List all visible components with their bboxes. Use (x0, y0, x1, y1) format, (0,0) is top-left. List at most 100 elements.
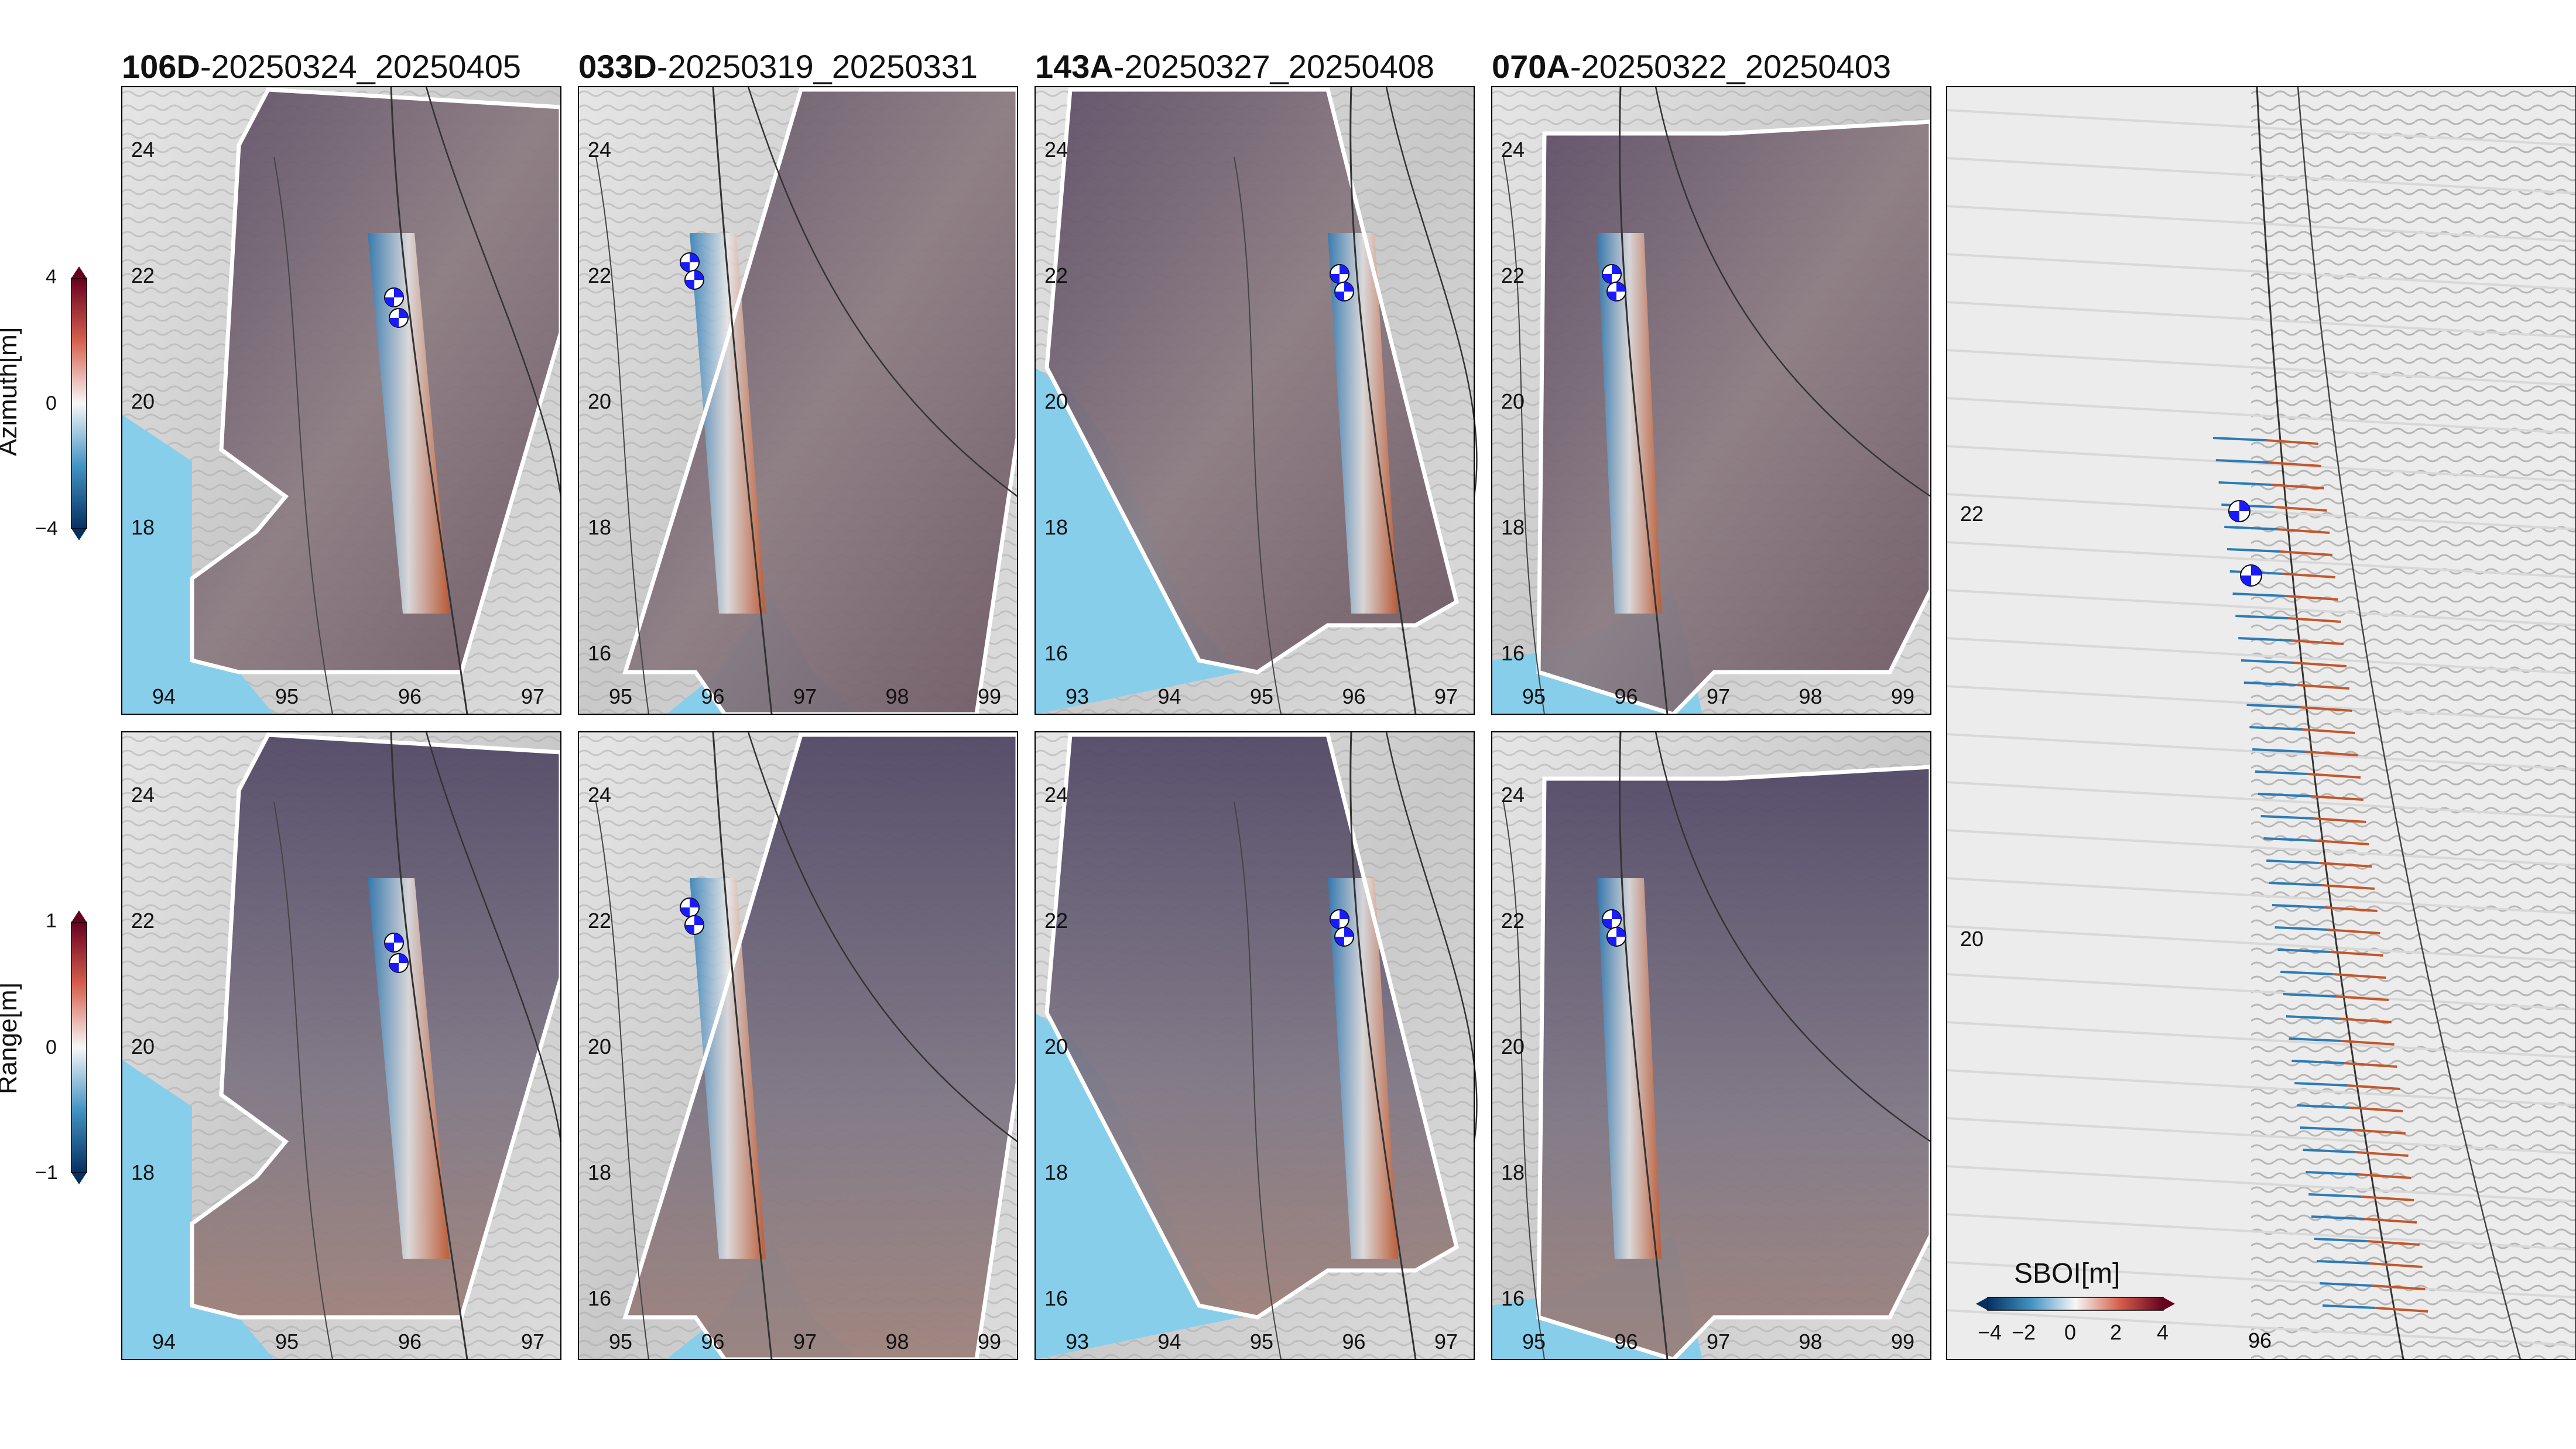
longitude-tick: 98 (1799, 684, 1823, 708)
sboi-offset-positive (2302, 728, 2355, 734)
latitude-tick: 24 (588, 138, 612, 162)
sboi-offset-positive (2338, 1018, 2392, 1023)
longitude-tick: 97 (1707, 1330, 1731, 1354)
latitude-tick: 20 (588, 389, 612, 413)
longitude-tick: 98 (885, 684, 909, 708)
sboi-offset-negative (2297, 1104, 2351, 1109)
sboi-offset-negative (2246, 704, 2300, 708)
sboi-offset-negative (2258, 793, 2311, 797)
panel-frame (1034, 731, 1475, 1360)
fault-line (1654, 731, 1931, 1143)
sboi-offset-positive (2277, 528, 2330, 534)
swath-burst-line (1946, 1117, 2576, 1155)
deformation-signal (690, 878, 766, 1259)
sboi-offset-positive (2361, 1195, 2414, 1201)
longitude-tick: 97 (793, 684, 817, 708)
longitude-tick: 95 (275, 1330, 299, 1354)
latitude-tick: 20 (588, 1034, 612, 1059)
map-panel-range-4 (1491, 731, 1933, 1362)
longitude-tick: 99 (1891, 684, 1915, 708)
focal-mechanism-fill (2229, 501, 2250, 522)
sboi-tick: 0 (2064, 1320, 2077, 1344)
fault-line (390, 731, 468, 1360)
latitude-tick: 22 (1044, 263, 1068, 287)
focal-mechanism-fill (1602, 265, 1621, 283)
insar-swath (1539, 767, 1931, 1359)
sboi-offset-negative (2314, 1238, 2367, 1242)
swath-burst-line (1946, 1309, 2576, 1347)
sboi-tick: 2 (2110, 1320, 2122, 1344)
sboi-offset-positive (2268, 461, 2321, 467)
longitude-tick: 98 (1799, 1330, 1823, 1354)
azimuth-tick-max: 4 (46, 266, 57, 288)
sboi-offset-positive (2372, 1284, 2426, 1290)
map-panel-azimuth-4 (1491, 86, 1933, 717)
longitude-tick: 96 (701, 1330, 725, 1354)
range-colorbar-top-arrow (71, 910, 87, 922)
swath-outline (1536, 765, 1933, 1362)
sboi-offset-negative (2308, 1193, 2362, 1198)
longitude-tick: 97 (521, 1330, 545, 1354)
longitude-tick: 99 (1891, 1330, 1915, 1354)
swath-outline (1536, 119, 1933, 717)
sboi-colorbar-right-arrow (2163, 1297, 2175, 1310)
sboi-offset-negative (2320, 1282, 2373, 1287)
panel-title-106d: 106D-20250324_20250405 (122, 48, 521, 85)
focal-mechanism-fill (1607, 282, 1626, 301)
fault-line (1385, 731, 1478, 1142)
sboi-offset-positive (2313, 817, 2366, 823)
azimuth-tick-zero: 0 (46, 392, 57, 415)
latitude-tick: 16 (1044, 641, 1068, 665)
fault-line (1654, 86, 1931, 498)
sboi-offset-negative (2294, 1082, 2348, 1087)
fault-line (1234, 801, 1282, 1360)
panel-frame (121, 86, 561, 715)
longitude-tick: 96 (1614, 1330, 1638, 1354)
fault-line (595, 156, 649, 715)
latitude-tick: 18 (131, 1160, 155, 1184)
latitude-tick: 20 (1501, 389, 1525, 413)
deformation-signal (1328, 878, 1398, 1259)
sea-area (122, 1060, 274, 1359)
panel-frame (1946, 86, 2576, 1360)
focal-mechanism-fill (1607, 927, 1626, 946)
sboi-offset-negative (2283, 993, 2337, 998)
longitude-tick: 95 (1522, 684, 1546, 708)
latitude-tick: 24 (1044, 138, 1068, 162)
panel-title-033d: 033D-20250319_20250331 (578, 48, 978, 85)
latitude-tick: 22 (131, 909, 155, 933)
sboi-offset-positive (2358, 1173, 2411, 1179)
sboi-offset-positive (2274, 506, 2327, 512)
sboi-offset-positive (2344, 1062, 2397, 1068)
latitude-tick: 18 (1501, 1160, 1525, 1184)
longitude-tick: 95 (1522, 1330, 1546, 1354)
sboi-offset-positive (2296, 684, 2349, 690)
latitude-tick: 20 (1044, 1034, 1068, 1059)
sboi-offset-negative (2252, 748, 2306, 753)
deformation-signal (368, 878, 450, 1259)
sboi-offset-positive (2324, 906, 2378, 912)
sboi-offset-negative (2235, 615, 2289, 619)
longitude-tick: 94 (1157, 1330, 1181, 1354)
sboi-offset-negative (2226, 548, 2280, 553)
swath-burst-line (1946, 493, 2576, 530)
sboi-offset-negative (2274, 926, 2328, 931)
fault-line (1349, 731, 1417, 1360)
swath-outline (1044, 732, 1460, 1320)
longitude-tick: 94 (152, 1330, 176, 1354)
swath-burst-line (1946, 1021, 2576, 1059)
sboi-offset-negative (2280, 971, 2334, 975)
swath-burst-line (1946, 1165, 2576, 1203)
sboi-offset-positive (2330, 951, 2383, 957)
fault-line (1618, 86, 1669, 715)
sboi-offset-positive (2321, 884, 2375, 890)
swath-burst-line (1946, 589, 2576, 626)
sboi-offset-negative (2255, 770, 2308, 775)
swath-burst-line (1946, 541, 2576, 578)
fault-line (273, 801, 333, 1360)
fault-line (1503, 801, 1545, 1360)
latitude-tick: 18 (588, 1160, 612, 1184)
latitude-tick: 18 (131, 515, 155, 539)
sboi-offset-negative (2249, 726, 2303, 731)
sboi-offset-positive (2355, 1151, 2409, 1157)
